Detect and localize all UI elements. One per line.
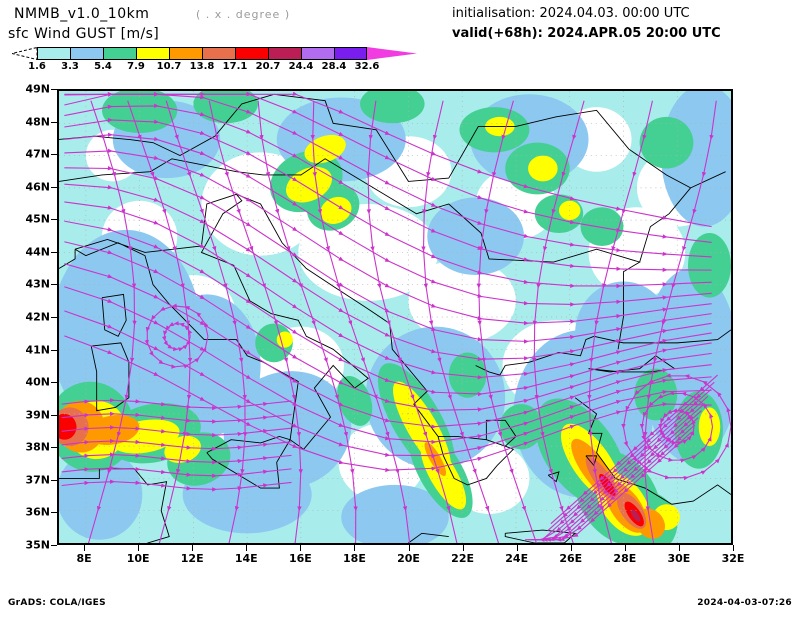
x-axis-label-16E: 16E — [288, 552, 312, 565]
y-axis-label-41N: 41N — [25, 343, 50, 357]
colorbar-block-3 — [136, 47, 169, 60]
x-axis-tick — [300, 545, 302, 551]
y-axis-tick — [51, 479, 57, 481]
y-axis-label-49N: 49N — [25, 82, 50, 96]
colorbar-block-0 — [37, 47, 70, 60]
colorbar-block-6 — [235, 47, 268, 60]
y-axis-tick — [51, 545, 57, 546]
grid-resolution-note: ( . x . degree ) — [196, 8, 291, 21]
colorbar-tick-7.9: 7.9 — [127, 61, 145, 72]
map-frame[interactable] — [57, 89, 733, 545]
x-axis-tick — [462, 545, 464, 551]
footer-credit: GrADS: COLA/IGES — [8, 598, 106, 608]
x-axis-label-32E: 32E — [721, 552, 745, 565]
x-axis-tick — [138, 545, 140, 551]
y-axis-tick — [51, 186, 57, 188]
y-axis-label-37N: 37N — [25, 473, 50, 487]
y-axis-label-35N: 35N — [25, 538, 50, 552]
y-axis-tick — [51, 251, 57, 253]
y-axis-label-39N: 39N — [25, 408, 50, 422]
y-axis-tick — [51, 121, 57, 123]
colorbar-block-4 — [169, 47, 202, 60]
model-title: NMMB_v1.0_10km — [14, 6, 150, 22]
colorbar-block-2 — [103, 47, 136, 60]
y-axis-tick — [51, 284, 57, 286]
x-axis-tick — [408, 545, 410, 551]
y-axis-tick — [51, 447, 57, 449]
colorbar-tick-5.4: 5.4 — [94, 61, 112, 72]
colorbar-tick-24.4: 24.4 — [288, 61, 314, 72]
x-axis-tick — [733, 545, 734, 551]
y-axis-tick — [51, 349, 57, 351]
y-axis-label-45N: 45N — [25, 212, 50, 226]
x-axis-tick — [678, 545, 680, 551]
y-axis-label-43N: 43N — [25, 277, 50, 291]
x-axis-tick — [192, 545, 194, 551]
colorbar-tick-13.8: 13.8 — [189, 61, 215, 72]
x-axis-tick — [84, 545, 86, 551]
y-axis-tick — [51, 219, 57, 221]
y-axis-label-42N: 42N — [25, 310, 50, 324]
y-axis-label-38N: 38N — [25, 440, 50, 454]
y-axis-tick — [51, 317, 57, 318]
x-axis-label-10E: 10E — [126, 552, 150, 565]
x-axis-tick — [516, 545, 518, 551]
x-axis-label-18E: 18E — [343, 552, 366, 565]
x-axis-label-26E: 26E — [559, 552, 583, 565]
y-axis-label-46N: 46N — [25, 180, 50, 194]
colorbar-tick-20.7: 20.7 — [255, 61, 281, 72]
x-axis-label-12E: 12E — [180, 552, 204, 565]
x-axis-label-30E: 30E — [667, 552, 691, 565]
y-axis-label-44N: 44N — [25, 245, 50, 259]
colorbar-block-8 — [301, 47, 334, 60]
y-axis-tick — [51, 89, 57, 90]
x-axis-label-20E: 20E — [397, 552, 420, 565]
field-title: sfc Wind GUST [m/s] — [8, 26, 160, 42]
y-axis-label-48N: 48N — [25, 115, 50, 129]
colorbar-tick-17.1: 17.1 — [222, 61, 248, 72]
colorbar-tick-3.3: 3.3 — [61, 61, 79, 72]
colorbar-tick-32.6: 32.6 — [354, 61, 380, 72]
x-axis-label-14E: 14E — [234, 552, 258, 565]
x-axis-label-8E: 8E — [76, 552, 92, 565]
colorbar-block-5 — [202, 47, 235, 60]
x-axis-tick — [624, 545, 626, 551]
x-axis-tick — [354, 545, 356, 551]
colorbar-over-wedge — [367, 47, 417, 60]
x-axis-tick — [246, 545, 248, 551]
colorbar-tick-28.4: 28.4 — [321, 61, 347, 72]
wind-gust-map — [59, 91, 731, 543]
y-axis-tick — [51, 512, 57, 514]
y-axis-label-47N: 47N — [25, 147, 50, 161]
colorbar-tick-1.6: 1.6 — [28, 61, 46, 72]
x-axis-label-22E: 22E — [451, 552, 475, 565]
y-axis-tick — [51, 382, 57, 384]
y-axis-label-40N: 40N — [25, 375, 50, 389]
x-axis-tick — [570, 545, 572, 551]
y-axis-tick — [51, 154, 57, 156]
colorbar-block-7 — [268, 47, 301, 60]
valid-time: valid(+68h): 2024.APR.05 20:00 UTC — [452, 26, 721, 41]
colorbar-block-1 — [70, 47, 103, 60]
y-axis-tick — [51, 414, 57, 416]
x-axis-label-28E: 28E — [613, 552, 637, 565]
initialisation-time: initialisation: 2024.04.03. 00:00 UTC — [452, 6, 690, 21]
colorbar-tick-10.7: 10.7 — [156, 61, 182, 72]
footer-timestamp: 2024-04-03-07:26 — [697, 598, 792, 608]
colorbar-under-wedge — [12, 47, 37, 60]
x-axis-label-24E: 24E — [505, 552, 529, 565]
y-axis-label-36N: 36N — [25, 505, 50, 519]
colorbar-block-9 — [334, 47, 367, 60]
colorbar-blocks — [37, 47, 367, 60]
